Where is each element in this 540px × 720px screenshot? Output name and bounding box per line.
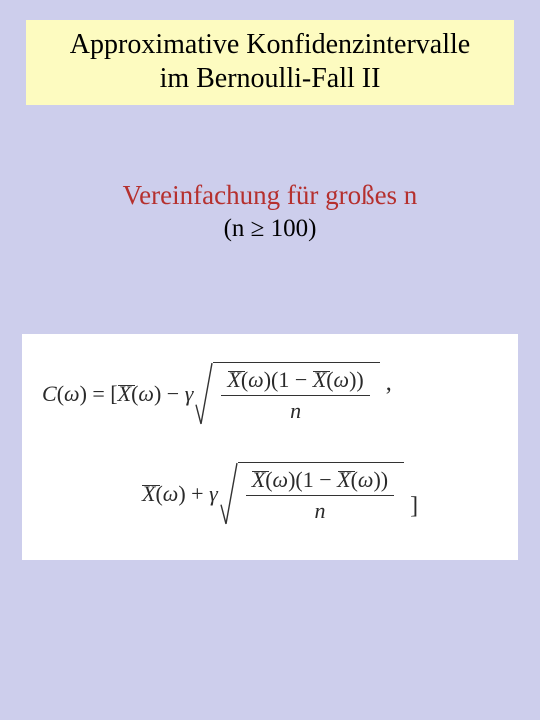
formula-box: C(ω) = [ X(ω) − γ X(ω)(1 − X(ω)) n , X(ω… bbox=[22, 334, 518, 560]
numerator-2: X(ω)(1 − X(ω)) bbox=[246, 467, 394, 496]
formula-row-1: C(ω) = [ X(ω) − γ X(ω)(1 − X(ω)) n , bbox=[42, 362, 392, 426]
line-comma: , bbox=[386, 370, 392, 397]
gamma-2: γ bbox=[209, 481, 218, 507]
denominator-2: n bbox=[314, 496, 325, 524]
radical-icon bbox=[220, 462, 238, 526]
close-bracket: ] bbox=[410, 493, 418, 520]
fraction-1: X(ω)(1 − X(ω)) n bbox=[221, 367, 369, 424]
formula-row-2: X(ω) + γ X(ω)(1 − X(ω)) n ] bbox=[142, 462, 418, 526]
radicand-1: X(ω)(1 − X(ω)) n bbox=[213, 362, 379, 426]
subtitle-block: Vereinfachung für großes n (n ≥ 100) bbox=[0, 180, 540, 243]
formula-lhs: C bbox=[42, 381, 57, 407]
denominator-1: n bbox=[290, 396, 301, 424]
title-line-1: Approximative Konfidenzintervalle bbox=[36, 28, 504, 62]
sqrt-2: X(ω)(1 − X(ω)) n bbox=[220, 462, 404, 526]
paren-close: ) = [ bbox=[80, 381, 118, 407]
omega: ω bbox=[64, 381, 80, 407]
subtitle-text: Vereinfachung für großes n bbox=[0, 180, 540, 211]
omega: ω bbox=[163, 481, 179, 507]
omega: ω bbox=[138, 381, 154, 407]
radical-icon bbox=[195, 362, 213, 426]
gamma-1: γ bbox=[185, 381, 194, 407]
paren-close: ) bbox=[178, 481, 185, 507]
xbar-2: X bbox=[142, 481, 155, 507]
sqrt-1: X(ω)(1 − X(ω)) n bbox=[195, 362, 379, 426]
paren-close: ) bbox=[154, 381, 161, 407]
paren: ( bbox=[57, 381, 64, 407]
title-box: Approximative Konfidenzintervalle im Ber… bbox=[26, 20, 514, 105]
title-line-2: im Bernoulli-Fall II bbox=[36, 62, 504, 96]
xbar-1: X bbox=[118, 381, 131, 407]
radicand-2: X(ω)(1 − X(ω)) n bbox=[238, 462, 404, 526]
subtitle-condition: (n ≥ 100) bbox=[0, 215, 540, 243]
minus-sign: − bbox=[161, 381, 184, 407]
plus-sign: + bbox=[186, 481, 209, 507]
numerator-1: X(ω)(1 − X(ω)) bbox=[221, 367, 369, 396]
fraction-2: X(ω)(1 − X(ω)) n bbox=[246, 467, 394, 524]
